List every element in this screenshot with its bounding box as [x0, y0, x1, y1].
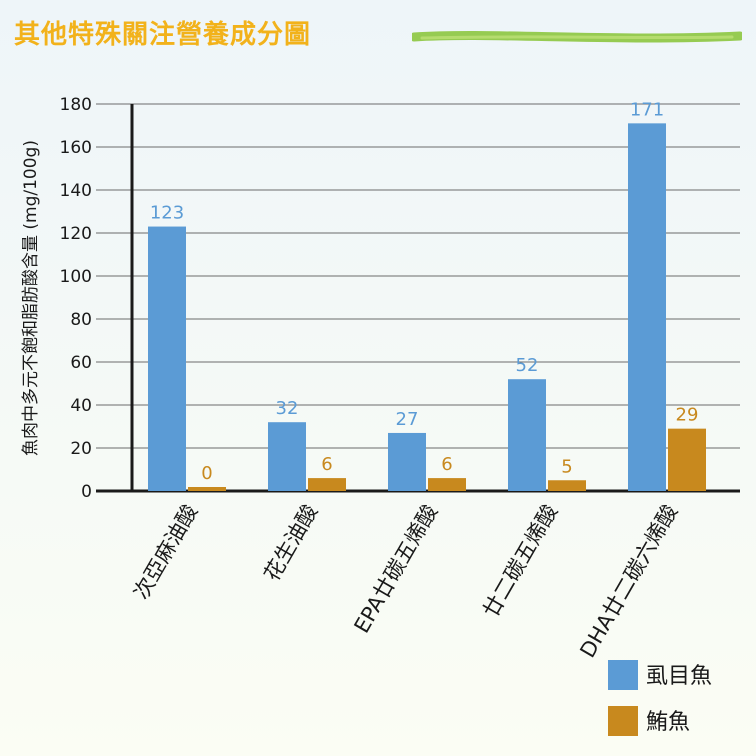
data-label: 5	[561, 456, 572, 477]
y-tick-label: 140	[60, 181, 92, 201]
data-label: 27	[396, 409, 419, 430]
bar-tuna	[308, 478, 346, 491]
data-label: 6	[441, 454, 452, 475]
bar-milkfish	[148, 226, 186, 492]
data-label: 52	[516, 355, 539, 376]
bar-tuna	[428, 478, 466, 491]
legend-swatch-milkfish	[608, 660, 638, 690]
y-axis-label: 魚肉中多元不飽和脂肪酸含量 (mg/100g)	[21, 140, 41, 456]
y-tick-label: 120	[60, 224, 92, 244]
y-tick-label: 160	[60, 138, 92, 158]
y-tick-label: 100	[60, 267, 92, 287]
y-tick-label: 20	[70, 439, 92, 459]
data-label: 32	[276, 398, 299, 419]
bar-milkfish	[388, 432, 426, 491]
data-label: 6	[321, 454, 332, 475]
y-tick-label: 0	[81, 482, 92, 502]
bar-milkfish	[268, 422, 306, 491]
x-tick-label: EPA廿碳五烯酸	[350, 501, 443, 638]
legend-swatch-tuna	[608, 706, 638, 736]
bar-tuna	[668, 428, 706, 491]
bar-tuna	[188, 487, 226, 491]
data-label: 0	[201, 463, 212, 484]
y-tick-label: 80	[70, 310, 92, 330]
legend-label: 虱目魚	[646, 664, 712, 689]
bar-milkfish	[628, 123, 666, 491]
x-tick-label: 花生油酸	[260, 501, 323, 586]
data-label: 123	[150, 203, 184, 224]
x-tick-label: 次亞麻油酸	[129, 501, 202, 604]
data-label: 29	[676, 405, 699, 426]
x-tick-label: 廿二碳五烯酸	[479, 501, 563, 622]
title-decorative-stroke	[412, 31, 742, 43]
y-tick-label: 180	[60, 95, 92, 115]
chart-title: 其他特殊關注營養成分圖	[14, 20, 312, 50]
y-tick-label: 40	[70, 396, 92, 416]
y-tick-label: 60	[70, 353, 92, 373]
bar-milkfish	[508, 379, 546, 491]
bar-tuna	[548, 480, 586, 491]
legend-label: 鮪魚	[646, 710, 690, 735]
x-tick-label: DHA廿二碳六烯酸	[575, 501, 682, 662]
data-label: 171	[630, 99, 664, 120]
